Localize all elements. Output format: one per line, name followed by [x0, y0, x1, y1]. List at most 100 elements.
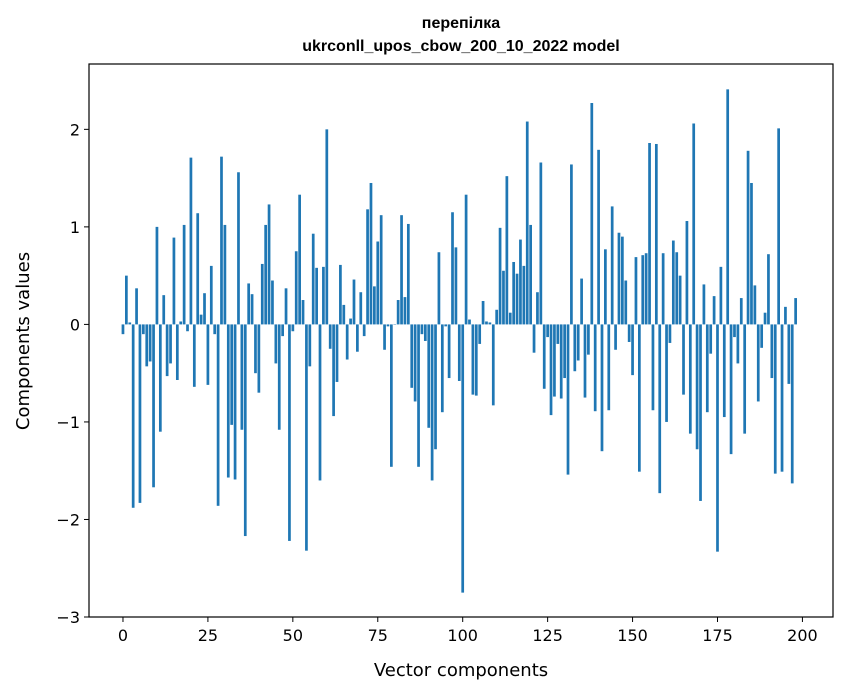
- bar-100: [461, 324, 465, 593]
- bar-111: [498, 227, 502, 325]
- bar-135: [580, 278, 583, 325]
- bar-9: [152, 324, 155, 488]
- x-tick-label: 50: [283, 626, 303, 645]
- bar-3: [131, 324, 135, 508]
- bar-17: [179, 321, 183, 325]
- bar-171: [702, 284, 706, 325]
- y-tick-label: 1: [70, 218, 80, 237]
- bar-4: [135, 288, 138, 325]
- bar-114: [508, 312, 512, 325]
- bar-58: [318, 324, 322, 481]
- bar-149: [627, 324, 631, 342]
- bar-6: [142, 324, 145, 335]
- bar-132: [570, 164, 573, 325]
- bar-102: [468, 319, 471, 325]
- bar-53: [301, 300, 305, 325]
- bar-89: [423, 324, 427, 341]
- bar-175: [716, 324, 719, 552]
- chart-subtitle: ukrconll_upos_cbow_200_10_2022 model: [302, 38, 619, 55]
- bar-75: [376, 241, 380, 325]
- bar-192: [773, 324, 777, 474]
- bar-39: [254, 324, 257, 374]
- bar-150: [631, 324, 634, 376]
- bar-195: [784, 306, 787, 325]
- bar-155: [648, 143, 651, 325]
- bar-180: [733, 324, 736, 338]
- bar-31: [226, 324, 230, 478]
- bar-41: [260, 263, 264, 325]
- bar-99: [457, 324, 461, 381]
- bar-187: [756, 324, 760, 402]
- bar-65: [342, 304, 346, 325]
- y-axis-label: Components values: [13, 252, 34, 430]
- bars-group: [121, 89, 797, 593]
- bar-57: [315, 267, 318, 325]
- bar-15: [172, 237, 176, 325]
- y-tick-label: −2: [56, 510, 80, 529]
- bar-68: [352, 279, 356, 325]
- bar-145: [614, 324, 617, 350]
- bar-152: [638, 324, 641, 472]
- x-axis-ticks: 0 25 50 75 100 125 150 175 200: [118, 617, 818, 645]
- bar-133: [573, 324, 577, 372]
- bar-71: [362, 324, 366, 337]
- x-tick-label: 75: [368, 626, 388, 645]
- bar-121: [532, 324, 536, 353]
- bar-123: [539, 162, 543, 325]
- bar-1: [125, 275, 128, 325]
- x-axis-label: Vector components: [374, 660, 548, 681]
- bar-13: [165, 324, 169, 377]
- bar-36: [243, 324, 247, 537]
- bar-162: [671, 240, 675, 325]
- y-axis-ticks: −3 −2 −1 0 1 2: [56, 120, 89, 627]
- y-tick-label: 0: [70, 315, 80, 334]
- bar-86: [413, 324, 417, 402]
- bar-76: [379, 215, 383, 325]
- bar-177: [722, 324, 726, 418]
- bar-19: [186, 324, 189, 332]
- bar-79: [390, 324, 393, 467]
- bar-8: [148, 324, 152, 362]
- bar-10: [155, 226, 159, 325]
- bar-137: [587, 324, 590, 355]
- bar-188: [760, 324, 764, 348]
- plot-frame: [88, 63, 834, 618]
- bar-168: [692, 123, 696, 325]
- bar-26: [209, 265, 213, 325]
- bar-33: [233, 324, 237, 480]
- bar-48: [284, 288, 288, 325]
- bar-21: [192, 324, 196, 387]
- bar-84: [406, 223, 410, 325]
- bar-129: [559, 324, 563, 399]
- bar-46: [277, 324, 281, 430]
- bar-32: [230, 324, 234, 425]
- bar-136: [583, 324, 587, 398]
- bar-147: [621, 236, 624, 325]
- bar-7: [145, 324, 149, 367]
- bar-117: [519, 239, 522, 325]
- x-tick-label: 200: [787, 626, 818, 645]
- bar-170: [699, 324, 702, 501]
- bar-91: [430, 324, 434, 481]
- bar-67: [349, 318, 352, 325]
- bar-5: [138, 324, 142, 503]
- bar-128: [556, 324, 560, 344]
- bar-109: [491, 324, 495, 406]
- bar-130: [563, 324, 566, 379]
- bar-183: [743, 324, 747, 434]
- bar-176: [719, 266, 723, 325]
- bar-174: [712, 296, 716, 325]
- bar-119: [525, 121, 529, 325]
- bar-113: [505, 176, 509, 325]
- bar-51: [294, 251, 298, 325]
- bar-193: [777, 128, 780, 325]
- bar-27: [213, 324, 217, 335]
- bar-18: [182, 224, 186, 325]
- bar-198: [794, 298, 797, 325]
- bar-94: [440, 324, 444, 413]
- bar-196: [787, 324, 791, 384]
- bar-146: [617, 232, 621, 325]
- bar-30: [223, 224, 227, 325]
- bar-54: [305, 324, 308, 551]
